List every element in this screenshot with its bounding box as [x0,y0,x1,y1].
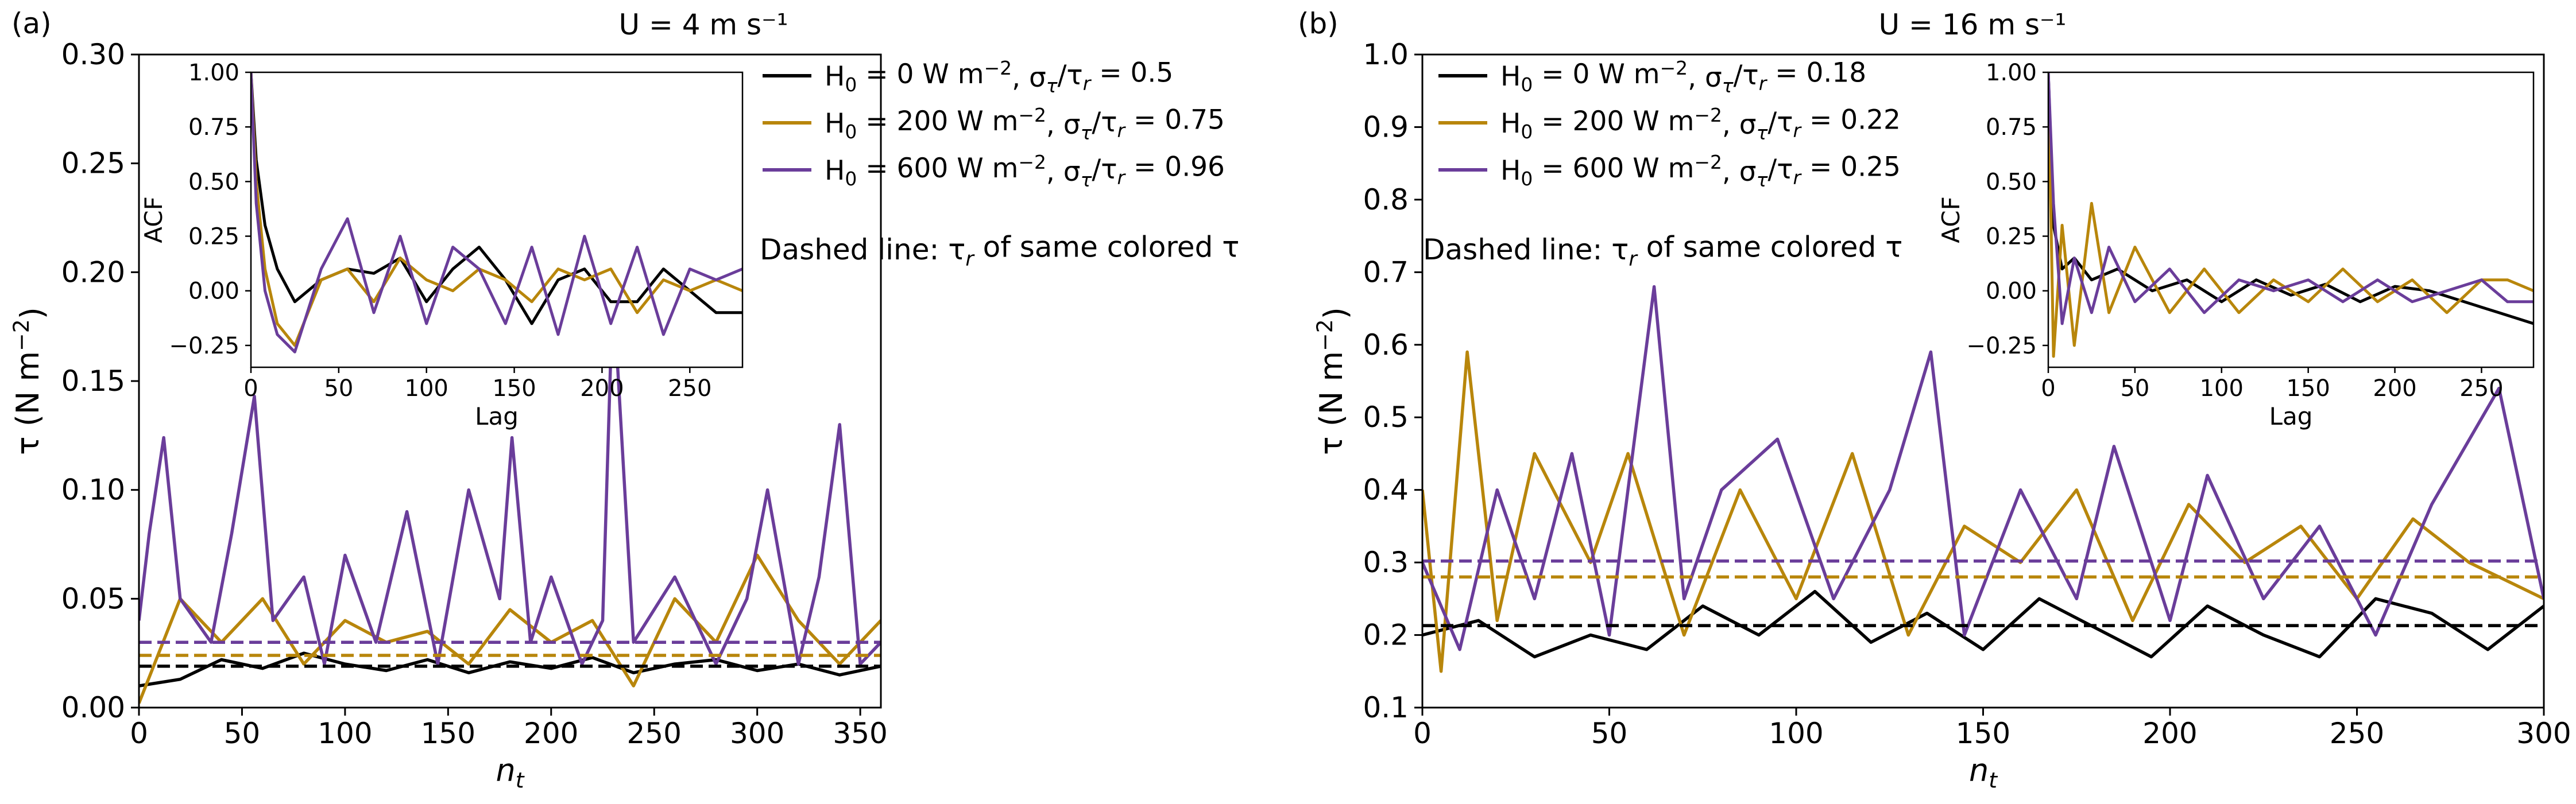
y-tick-label: 0.00 [61,691,125,724]
annotation-text: Dashed line: τr of same colored τ [1423,231,1902,271]
inset-x-tick-label: 200 [580,375,624,402]
x-tick-label: 250 [627,717,682,750]
inset-y-tick-label: −0.25 [1966,333,2037,359]
inset-x-tick-label: 0 [2041,375,2055,402]
annotation-text: Dashed line: τr of same colored τ [760,231,1239,271]
x-tick-label: 50 [224,717,261,750]
inset-x-tick-label: 0 [243,375,258,402]
inset-x-tick-label: 150 [2286,375,2330,402]
x-tick-label: 150 [1956,717,2010,750]
inset-frame [250,71,744,368]
inset-y-tick-label: −0.25 [169,333,239,359]
inset-y-tick-label: 0.00 [188,278,239,305]
inset-y-tick-label: 1.00 [1986,60,2037,86]
legend-entry: H0 = 600 W m−2, στ/τr = 0.25 [1500,151,1901,191]
y-tick-label: 0.15 [61,364,125,398]
y-tick-label: 0.3 [1363,546,1409,579]
legend-entry: H0 = 0 W m−2, στ/τr = 0.5 [825,57,1173,97]
inset-x-tick-label: 100 [405,375,448,402]
panel-letter: (a) [11,7,52,40]
x-tick-label: 350 [833,717,887,750]
inset-x-axis-label: Lag [475,402,519,430]
inset-y-tick-label: 0.75 [188,114,239,141]
x-tick-label: 0 [130,717,148,750]
inset-x-tick-label: 250 [2459,375,2503,402]
y-tick-label: 0.8 [1363,183,1409,216]
y-tick-label: 0.10 [61,473,125,507]
inset-y-tick-label: 0.00 [1986,278,2037,305]
inset-y-tick-label: 0.75 [1986,114,2037,141]
inset-y-tick-label: 0.50 [188,169,239,195]
inset-x-tick-label: 100 [2200,375,2244,402]
x-tick-label: 150 [421,717,475,750]
inset-x-tick-label: 50 [324,375,353,402]
y-tick-label: 1.0 [1363,38,1409,71]
legend-entry: H0 = 600 W m−2, στ/τr = 0.96 [825,151,1225,191]
inset-y-tick-label: 0.25 [188,224,239,250]
legend-entry: H0 = 0 W m−2, στ/τr = 0.18 [1500,57,1866,97]
panel-letter: (b) [1298,7,1339,40]
y-tick-label: 0.30 [61,38,125,71]
inset-x-tick-label: 250 [668,375,711,402]
x-tick-label: 300 [2516,717,2571,750]
panel-title: U = 4 m s⁻¹ [618,8,788,41]
panel-b: (b) U = 16 m s⁻¹ 0 50 100 150 200 250 300 0.1 0.… [1298,7,2571,793]
inset-y-tick-label: 1.00 [188,60,239,86]
y-tick-label: 0.7 [1363,255,1409,289]
inset-x-tick-label: 150 [492,375,536,402]
y-tick-label: 0.1 [1363,691,1409,724]
y-tick-label: 0.2 [1363,619,1409,652]
inset-x-tick-label: 200 [2373,375,2416,402]
y-tick-label: 0.25 [61,147,125,180]
x-tick-label: 200 [524,717,578,750]
inset-acf: 0 50 100 150 200 250 −0.25 0.00 0.25 0.50 0.75 1.00… [1937,60,2535,430]
x-tick-label: 200 [2142,717,2197,750]
inset-y-axis-label: ACF [140,196,168,243]
y-tick-label: 0.5 [1363,401,1409,434]
y-tick-label: 0.20 [61,255,125,289]
x-axis-label: nt [496,752,524,793]
y-tick-label: 0.4 [1363,473,1409,507]
panel-title: U = 16 m s⁻¹ [1879,8,2067,41]
inset-series-line-1 [251,72,742,347]
inset-y-axis-label: ACF [1937,196,1965,243]
inset-background [251,72,742,367]
y-axis-label: τ (N m−2) [9,307,50,455]
inset-background [2048,72,2534,367]
x-tick-label: 250 [2330,717,2384,750]
panel-a: (a) U = 4 m s⁻¹ 0 50 100 150 200 250 300 350 0.0… [9,7,1239,793]
inset-y-tick-label: 0.50 [1986,169,2037,195]
x-tick-label: 100 [318,717,372,750]
series-line-2 [1422,285,2544,651]
inset-y-tick-label: 0.25 [1986,224,2037,250]
inset-frame [2047,71,2535,368]
inset-series-line-2 [251,72,742,354]
y-tick-label: 0.9 [1363,110,1409,143]
x-tick-label: 50 [1591,717,1628,750]
inset-x-axis-label: Lag [2269,402,2313,430]
x-tick-label: 100 [1769,717,1823,750]
y-axis-label: τ (N m−2) [1312,307,1353,455]
x-axis-label: nt [1969,752,1998,793]
inset-series-line-0 [2048,72,2534,325]
legend-entry: H0 = 200 W m−2, στ/τr = 0.22 [1500,104,1901,144]
inset-series-line-2 [2048,72,2534,325]
inset-acf: 0 50 100 150 200 250 −0.25 0.00 0.25 0.50 0.75 1.00… [140,60,744,430]
series-line-1 [1422,350,2544,673]
series-line-0 [139,651,881,688]
legend-entry: H0 = 200 W m−2, στ/τr = 0.75 [825,104,1225,144]
inset-x-tick-label: 50 [2120,375,2149,402]
y-tick-label: 0.05 [61,582,125,615]
x-tick-label: 0 [1413,717,1432,750]
y-tick-label: 0.6 [1363,328,1409,362]
series-line-0 [1422,589,2544,659]
inset-series-line-1 [2048,72,2534,358]
series-line-1 [139,553,881,704]
x-tick-label: 300 [730,717,784,750]
series-line-2 [139,283,881,666]
